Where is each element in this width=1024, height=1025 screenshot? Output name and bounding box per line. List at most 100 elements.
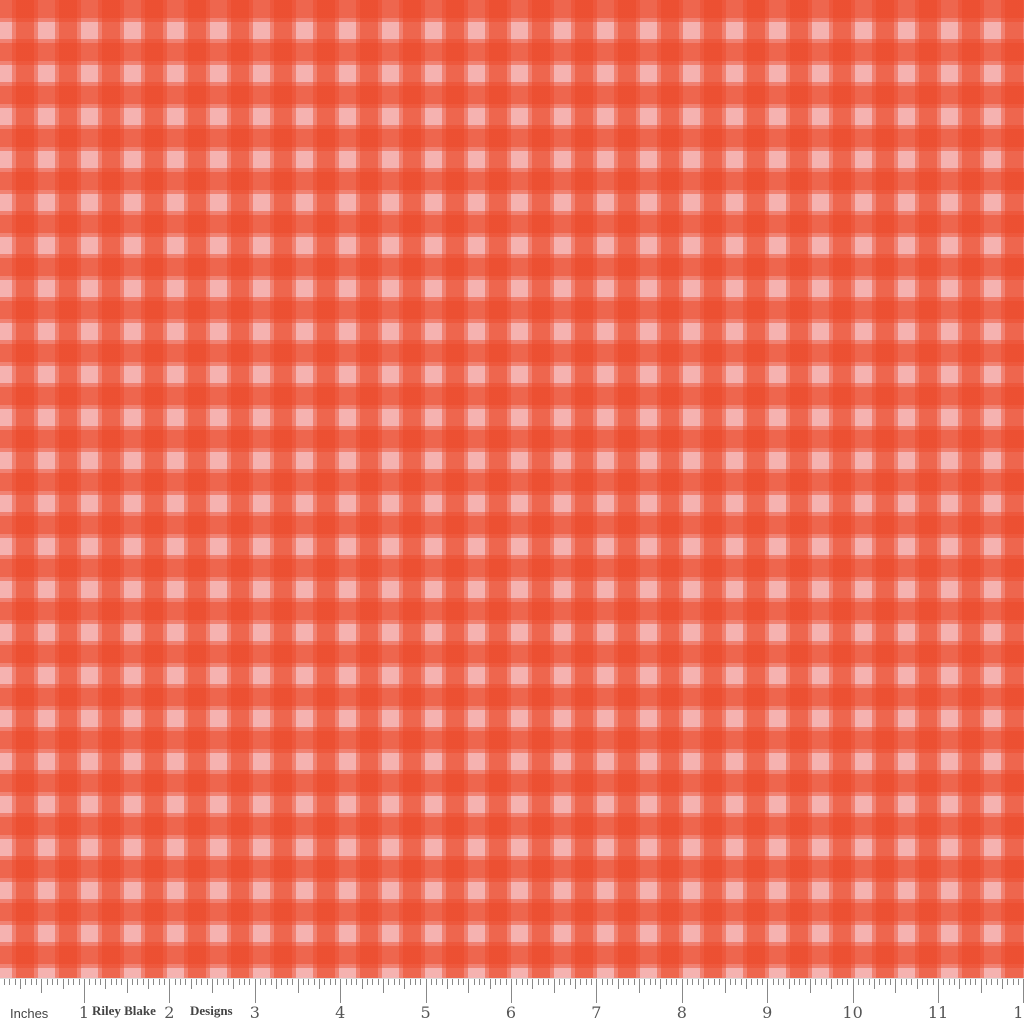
ruler-tick xyxy=(494,979,496,985)
ruler-tick xyxy=(126,979,128,993)
ruler-tick xyxy=(703,979,705,989)
ruler-number: 10 xyxy=(842,1003,863,1022)
ruler-tick xyxy=(324,979,326,985)
ruler-tick xyxy=(153,979,155,985)
ruler-tick xyxy=(446,979,448,989)
ruler-number: 1 xyxy=(78,1003,90,1022)
ruler-tick xyxy=(681,979,683,1003)
ruler-tick xyxy=(206,979,208,985)
ruler-tick xyxy=(414,979,416,985)
ruler-tick xyxy=(575,979,577,989)
ruler-tick xyxy=(329,979,331,985)
ruler-tick xyxy=(340,979,342,1003)
ruler-tick xyxy=(857,979,859,985)
ruler-tick xyxy=(612,979,614,985)
ruler-tick xyxy=(756,979,758,985)
ruler-number: 11 xyxy=(927,1003,949,1022)
ruler-tick xyxy=(473,979,475,985)
ruler-tick xyxy=(3,979,5,985)
ruler-tick xyxy=(457,979,459,985)
ruler-tick xyxy=(895,979,897,993)
ruler-tick xyxy=(217,979,219,985)
ruler-tick xyxy=(772,979,774,985)
ruler-tick xyxy=(201,979,203,985)
ruler-tick xyxy=(228,979,230,985)
ruler-tick xyxy=(783,979,785,985)
ruler-tick xyxy=(607,979,609,985)
ruler-tick xyxy=(938,979,939,1003)
ruler-tick xyxy=(158,979,160,985)
ruler-tick xyxy=(452,979,454,985)
ruler-tick xyxy=(687,979,689,985)
ruler-tick xyxy=(46,979,48,985)
ruler-tick xyxy=(121,979,123,985)
ruler-tick xyxy=(836,979,838,985)
ruler-tick xyxy=(623,979,625,985)
ruler-unit-label: Inches xyxy=(10,1006,49,1021)
ruler-tick xyxy=(532,979,534,989)
ruler-tick xyxy=(852,979,854,1003)
ruler-tick xyxy=(889,979,891,985)
ruler-tick xyxy=(831,979,833,989)
ruler-tick xyxy=(569,979,571,985)
ruler-tick xyxy=(793,979,795,985)
ruler-tick xyxy=(441,979,443,985)
ruler-tick xyxy=(959,979,961,989)
ruler-tick xyxy=(57,979,59,985)
ruler-tick xyxy=(1002,979,1004,989)
ruler-tick xyxy=(350,979,352,985)
ruler-tick xyxy=(425,979,427,1003)
ruler-tick xyxy=(943,979,945,985)
ruler-tick xyxy=(132,979,134,985)
ruler-tick xyxy=(377,979,379,985)
ruler-tick xyxy=(148,979,150,989)
ruler-tick xyxy=(825,979,827,985)
ruler-tick xyxy=(537,979,539,985)
ruler-tick xyxy=(35,979,37,985)
ruler-tick xyxy=(254,979,256,1003)
ruler-tick xyxy=(559,979,561,985)
ruler-tick xyxy=(841,979,843,985)
ruler-tick xyxy=(276,979,278,989)
ruler-tick xyxy=(297,979,299,993)
ruler-tick xyxy=(14,979,16,985)
ruler-tick xyxy=(596,979,598,1003)
ruler-tick xyxy=(548,979,550,985)
ruler-tick xyxy=(51,979,53,985)
ruler-tick xyxy=(345,979,347,985)
ruler-tick xyxy=(788,979,790,989)
ruler-tick xyxy=(478,979,480,985)
ruler-tick xyxy=(222,979,224,985)
ruler-tick xyxy=(265,979,267,985)
ruler-tick xyxy=(905,979,907,985)
ruler-tick xyxy=(89,979,91,985)
ruler-tick xyxy=(164,979,166,985)
ruler-tick xyxy=(986,979,988,985)
ruler-tick xyxy=(366,979,368,985)
ruler-tick xyxy=(489,979,491,989)
ruler-tick xyxy=(244,979,246,985)
ruler-tick xyxy=(313,979,315,985)
ruler-tick xyxy=(911,979,913,985)
inch-ruler: Inches Riley Blake Designs 1 2 3 4 5 6 7 8 9 10 11… xyxy=(0,978,1024,1025)
ruler-tick xyxy=(820,979,822,985)
ruler-tick xyxy=(745,979,747,989)
ruler-tick xyxy=(777,979,779,985)
ruler-tick xyxy=(954,979,955,985)
ruler-tick xyxy=(468,979,470,993)
ruler-tick xyxy=(174,979,176,985)
ruler-tick xyxy=(105,979,107,989)
ruler-tick xyxy=(692,979,694,985)
ruler-number: 9 xyxy=(762,1003,773,1022)
ruler-tick xyxy=(671,979,673,985)
ruler-tick xyxy=(655,979,657,985)
ruler-tick xyxy=(398,979,400,985)
ruler-number: 4 xyxy=(335,1003,346,1022)
ruler-tick xyxy=(601,979,603,985)
ruler-tick xyxy=(84,979,85,1003)
ruler-tick xyxy=(665,979,667,985)
ruler-tick xyxy=(169,979,171,1003)
ruler-tick xyxy=(900,979,902,985)
ruler-tick xyxy=(302,979,304,985)
ruler-tick xyxy=(767,979,769,1003)
